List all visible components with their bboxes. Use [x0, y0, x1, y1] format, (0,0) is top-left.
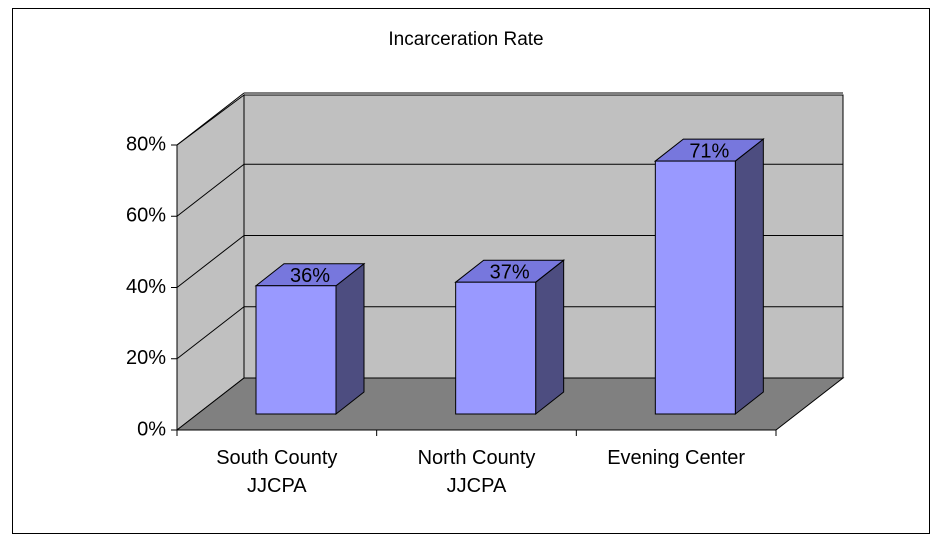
data-label: 36%	[290, 265, 330, 287]
y-tick-label: 80%	[126, 133, 166, 155]
x-tick-label-box: Evening Center	[607, 447, 746, 469]
side-wall	[176, 94, 245, 432]
y-tick-label: 0%	[137, 418, 166, 440]
data-label: 37%	[490, 261, 530, 283]
bar	[654, 160, 736, 415]
grid-line	[176, 306, 245, 360]
bar	[455, 281, 537, 415]
bar	[255, 285, 337, 415]
x-tick-label: Evening Center	[607, 447, 746, 469]
grid-line	[176, 235, 245, 288]
x-tick-label-box: South County JJCPA	[216, 447, 338, 497]
y-tick-label: 20%	[126, 347, 166, 369]
bar-side	[335, 262, 365, 416]
grid-line	[176, 92, 245, 146]
x-tick-label-box: North County JJCPA	[417, 447, 536, 497]
data-label: 71%	[689, 140, 729, 162]
y-tick-label: 60%	[126, 205, 166, 227]
x-tick-label: North County JJCPA	[417, 447, 536, 497]
grid-line	[176, 163, 245, 217]
chart-title: Incarceration Rate	[388, 29, 543, 50]
x-tick-label: South County JJCPA	[216, 447, 338, 497]
y-tick-label: 40%	[126, 276, 166, 298]
bar-side	[535, 259, 565, 416]
bar-side	[734, 138, 764, 416]
